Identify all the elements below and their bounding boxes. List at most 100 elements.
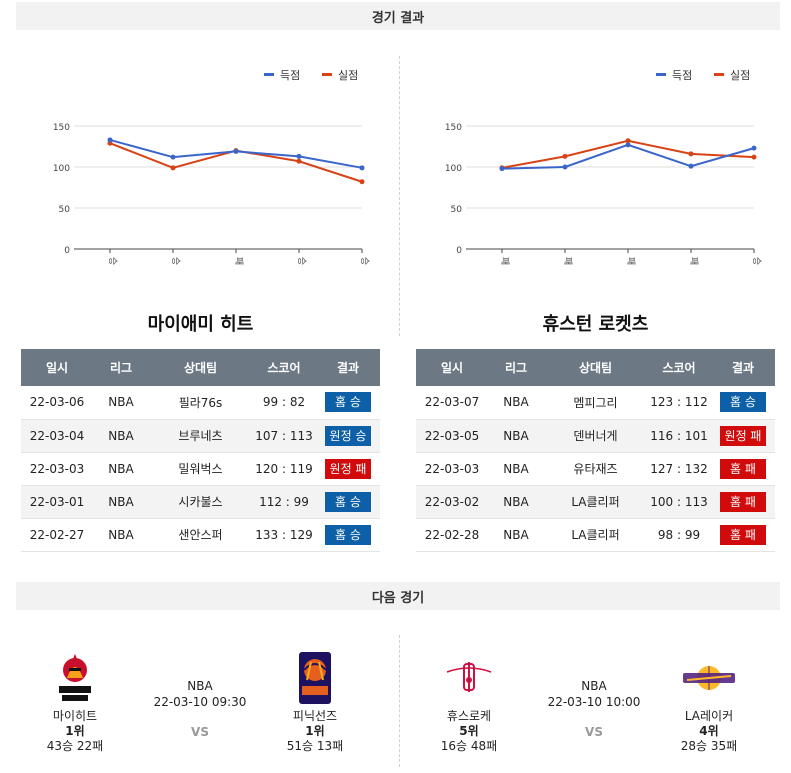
miami-data-point-scored xyxy=(233,148,239,154)
league-cell: NBA xyxy=(488,518,544,552)
miami-x-tick-label: 승 xyxy=(170,257,181,265)
away-team-name: 피닉선즈 xyxy=(292,709,338,723)
opponent-cell: 유타재즈 xyxy=(544,452,647,486)
houston-x-tick-label: 패 xyxy=(562,257,573,265)
opponent-cell: 멤피그리 xyxy=(544,386,647,420)
houston-legend-swatch-scored xyxy=(656,73,666,76)
houston-data-point-conceded xyxy=(562,153,568,159)
home-team-name: 마이히트 xyxy=(52,709,98,723)
league-cell: NBA xyxy=(93,386,149,420)
miami-x-tick-label: 승 xyxy=(296,257,307,265)
houston-data-point-scored xyxy=(688,163,694,169)
league-cell: NBA xyxy=(93,419,149,453)
miami-data-point-conceded xyxy=(170,165,176,171)
game-date-cell: 22-03-04 xyxy=(21,419,93,453)
game-date-cell: 22-03-01 xyxy=(21,485,93,519)
houston-x-tick-label: 패 xyxy=(688,257,699,265)
vs-label: VS xyxy=(191,725,209,739)
league-cell: NBA xyxy=(488,386,544,420)
away-team-name: LA레이커 xyxy=(684,709,734,723)
result-cell: 원정 승 xyxy=(316,419,380,453)
miami-heat-logo-icon xyxy=(59,654,91,701)
houston-score-chart-svg: 0 50 100 150 패 패 패 패 승 득점 실점 xyxy=(445,69,762,265)
match-card-miami-phoenix[interactable]: 마이히트 1위 43승 22패 NBA 22-03-10 09:30 VS 피닉… xyxy=(10,640,390,770)
away-team-rank: 1위 xyxy=(305,724,325,738)
houston-x-tick-label: 패 xyxy=(499,257,510,265)
match-away-team[interactable]: 피닉선즈 1위 51승 13패 xyxy=(260,650,370,753)
result-cell: 홈 승 xyxy=(316,485,380,519)
table-row: 22-03-04 NBA 브루네츠 107 : 113 원정 승 xyxy=(21,419,380,453)
houston-data-point-conceded xyxy=(688,151,694,157)
home-team-record: 16승 48패 xyxy=(440,739,498,753)
match-card-houston-lakers[interactable]: 휴스로케 5위 16승 48패 NBA 22-03-10 10:00 VS LA… xyxy=(404,640,784,770)
result-badge: 원정 패 xyxy=(325,458,371,479)
results-section-title: 경기 결과 xyxy=(371,10,425,26)
houston-legend-label-conceded: 실점 xyxy=(730,69,750,82)
la-lakers-logo-icon xyxy=(683,666,735,690)
match-away-team[interactable]: LA레이커 4위 28승 35패 xyxy=(654,650,764,753)
result-cell: 홈 패 xyxy=(711,485,775,519)
column-header-date: 일시 xyxy=(416,349,488,386)
table-row: 22-03-07 NBA 멤피그리 123 : 112 홈 승 xyxy=(416,386,775,420)
game-date-cell: 22-02-28 xyxy=(416,518,488,552)
match-home-team[interactable]: 마이히트 1위 43승 22패 xyxy=(20,650,130,753)
result-badge: 홈 패 xyxy=(720,491,766,512)
miami-y-tick-label: 0 xyxy=(64,246,70,256)
score-cell: 107 : 113 xyxy=(252,419,316,453)
houston-data-point-scored xyxy=(751,145,757,151)
miami-legend-label-conceded: 실점 xyxy=(338,69,358,82)
table-row: 22-03-03 NBA 유타재즈 127 : 132 홈 패 xyxy=(416,452,775,486)
score-cell: 123 : 112 xyxy=(647,386,711,420)
miami-score-chart: 0 50 100 150 승 승 패 승 승 득점 실점 xyxy=(4,60,394,280)
match-league: NBA xyxy=(581,679,607,693)
score-cell: 99 : 82 xyxy=(252,386,316,420)
opponent-cell: 밀워벅스 xyxy=(149,452,252,486)
column-header-opponent: 상대팀 xyxy=(544,349,647,386)
table-row: 22-03-03 NBA 밀워벅스 120 : 119 원정 패 xyxy=(21,452,380,486)
score-cell: 98 : 99 xyxy=(647,518,711,552)
result-badge: 홈 승 xyxy=(325,524,371,545)
column-header-opponent: 상대팀 xyxy=(149,349,252,386)
result-cell: 원정 패 xyxy=(711,419,775,453)
home-team-name: 휴스로케 xyxy=(446,709,492,723)
houston-score-chart: 0 50 100 150 패 패 패 패 승 득점 실점 xyxy=(396,60,786,280)
column-header-league: 리그 xyxy=(488,349,544,386)
match-info: NBA 22-03-10 10:00 xyxy=(534,678,654,710)
houston-results-table: 일시 리그 상대팀 스코어 결과 22-03-07 NBA 멤피그리 123 : 11… xyxy=(416,349,775,552)
next-game-section-header: 다음 경기 xyxy=(16,582,780,610)
home-team-record: 43승 22패 xyxy=(46,739,104,753)
away-team-record: 51승 13패 xyxy=(286,739,344,753)
match-datetime: 22-03-10 09:30 xyxy=(153,695,247,709)
game-date-cell: 22-02-27 xyxy=(21,518,93,552)
table-row: 22-02-28 NBA LA클리퍼 98 : 99 홈 패 xyxy=(416,518,775,552)
houston-x-tick-label: 승 xyxy=(751,257,762,265)
opponent-cell: 브루네츠 xyxy=(149,419,252,453)
miami-data-point-conceded xyxy=(359,179,365,185)
opponent-cell: 필라76s xyxy=(149,386,252,420)
miami-data-point-scored xyxy=(170,154,176,160)
result-badge: 홈 승 xyxy=(325,392,371,413)
miami-legend-swatch-conceded xyxy=(322,73,332,76)
miami-y-tick-label: 150 xyxy=(53,123,70,133)
houston-team-title: 휴스턴 로켓츠 xyxy=(542,314,649,335)
score-cell: 116 : 101 xyxy=(647,419,711,453)
away-team-rank: 4위 xyxy=(699,724,719,738)
league-cell: NBA xyxy=(93,518,149,552)
result-cell: 홈 패 xyxy=(711,452,775,486)
houston-x-tick-label: 패 xyxy=(625,257,636,265)
miami-x-tick-label: 승 xyxy=(359,257,370,265)
miami-data-point-conceded xyxy=(296,158,302,164)
houston-data-point-scored xyxy=(625,142,631,148)
miami-data-point-scored xyxy=(107,137,113,143)
game-date-cell: 22-03-05 xyxy=(416,419,488,453)
results-section-header: 경기 결과 xyxy=(16,2,780,30)
houston-data-point-scored xyxy=(499,166,505,172)
game-date-cell: 22-03-03 xyxy=(21,452,93,486)
match-home-team[interactable]: 휴스로케 5위 16승 48패 xyxy=(414,650,524,753)
houston-data-point-conceded xyxy=(625,138,631,144)
score-cell: 100 : 113 xyxy=(647,485,711,519)
opponent-cell: 덴버너게 xyxy=(544,419,647,453)
column-header-score: 스코어 xyxy=(647,349,711,386)
miami-team-title: 마이애미 히트 xyxy=(147,314,254,335)
houston-y-tick-label: 0 xyxy=(456,246,462,256)
